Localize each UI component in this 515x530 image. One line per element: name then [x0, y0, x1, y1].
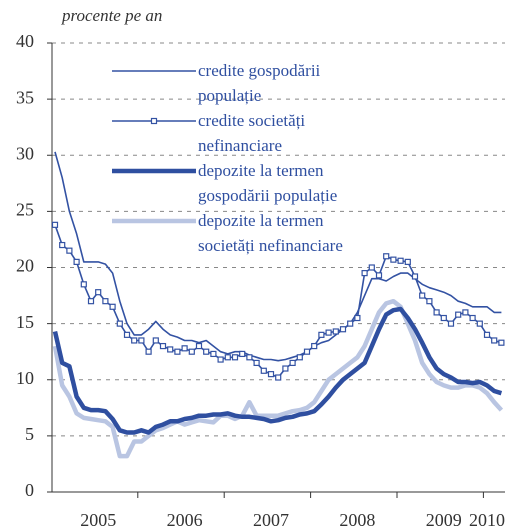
series-marker: [404, 258, 411, 265]
series-marker: [483, 331, 491, 338]
series-marker: [296, 354, 303, 361]
series-marker: [253, 359, 260, 367]
series-marker: [433, 309, 440, 316]
series-marker: [159, 342, 167, 350]
series-marker: [181, 345, 188, 352]
series-marker: [66, 247, 73, 254]
series-marker: [167, 346, 174, 353]
series-marker: [375, 272, 383, 279]
series-marker: [131, 337, 138, 344]
series-marker: [109, 303, 116, 310]
series-marker: [123, 331, 131, 338]
series-marker: [397, 257, 404, 264]
series-marker: [145, 348, 152, 355]
legend-label: depozite la termen gospodării populație: [198, 161, 338, 205]
y-tick-label: 30: [16, 143, 34, 163]
y-axis-label: procente pe an: [62, 6, 163, 25]
series-marker: [95, 289, 102, 296]
series-marker: [361, 270, 368, 277]
y-tick-label: 35: [16, 87, 34, 107]
series-marker: [246, 354, 253, 361]
series-marker: [224, 354, 231, 361]
legend-label: credite societăți nefinanciare: [198, 111, 306, 155]
series-line: [52, 298, 504, 459]
x-tick-label: 2010: [469, 510, 505, 530]
series-marker: [239, 350, 246, 358]
series-marker: [318, 331, 325, 338]
series-marker: [411, 273, 419, 280]
legend-label: credite gospodării populație: [198, 61, 321, 105]
series-marker: [455, 311, 462, 318]
y-tick-label: 25: [16, 200, 34, 220]
y-tick-label: 10: [16, 368, 34, 388]
series-marker: [80, 281, 87, 288]
series-marker: [217, 356, 224, 363]
series-marker: [231, 354, 239, 361]
series-marker: [390, 256, 397, 263]
series-marker: [260, 367, 267, 374]
series-marker: [419, 292, 426, 299]
series-marker: [469, 314, 476, 322]
x-tick-label: 2009: [426, 510, 462, 530]
series-marker: [368, 264, 375, 271]
series-marker: [339, 326, 347, 333]
y-tick-label: 15: [16, 312, 34, 332]
series-marker: [325, 329, 332, 336]
series-marker: [116, 320, 123, 327]
y-tick-label: 5: [25, 424, 34, 444]
series-marker: [491, 337, 498, 344]
series-marker: [498, 339, 505, 346]
series-marker: [195, 342, 203, 350]
legend-label: depozite la termen societăți nefinanciar…: [198, 211, 343, 255]
x-tick-label: 2005: [80, 510, 116, 530]
series-marker: [311, 342, 318, 350]
x-tick-label: 2006: [167, 510, 203, 530]
series-marker: [138, 337, 145, 344]
series-marker: [210, 350, 217, 358]
series-marker: [188, 348, 195, 355]
series-marker: [383, 253, 390, 260]
series-marker: [87, 298, 95, 305]
series-marker: [447, 320, 455, 327]
series-line: [54, 151, 502, 362]
series-marker: [267, 371, 275, 378]
series-marker: [462, 309, 469, 316]
series-marker: [282, 365, 289, 372]
legend-marker: [150, 117, 158, 125]
series-marker: [426, 298, 433, 305]
series-marker: [51, 221, 59, 228]
series-marker: [303, 348, 311, 355]
series-marker: [440, 314, 447, 322]
series-marker: [152, 337, 159, 344]
series-marker: [275, 374, 282, 381]
series-marker: [289, 359, 296, 367]
y-tick-label: 0: [25, 480, 34, 500]
series-marker: [73, 258, 80, 265]
series-marker: [347, 320, 354, 327]
series-marker: [59, 241, 66, 249]
series-marker: [332, 328, 339, 335]
series-line: [52, 306, 503, 435]
series-marker: [476, 320, 483, 327]
series-marker: [174, 348, 181, 355]
x-tick-label: 2008: [339, 510, 375, 530]
series-marker: [354, 314, 361, 322]
y-tick-label: 40: [16, 31, 34, 51]
x-tick-label: 2007: [253, 510, 289, 530]
series-marker: [203, 348, 210, 355]
y-tick-label: 20: [16, 256, 34, 276]
series-marker: [102, 298, 109, 305]
